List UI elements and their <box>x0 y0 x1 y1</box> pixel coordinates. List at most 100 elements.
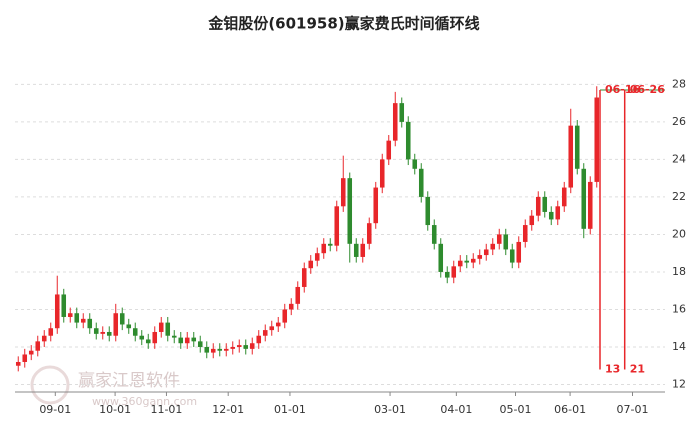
candle-body <box>126 324 132 329</box>
candle-body <box>431 225 437 244</box>
candle-body <box>373 187 379 224</box>
x-tick-label: 09-01 <box>39 403 71 416</box>
x-tick-label: 06-01 <box>554 403 586 416</box>
candle-body <box>204 346 210 353</box>
candle-body <box>230 346 236 349</box>
chart-title: 金钼股份(601958)赢家费氏时间循环线 <box>207 15 479 33</box>
y-tick-label: 18 <box>672 265 686 278</box>
candle-body <box>516 241 522 263</box>
y-tick-label: 26 <box>672 115 686 128</box>
candle-body <box>243 345 249 349</box>
candle-body <box>308 260 314 269</box>
candle-body <box>405 121 411 160</box>
candle-body <box>568 125 574 188</box>
candle-body <box>470 258 476 263</box>
candle-body <box>529 215 535 226</box>
candle-body <box>171 335 177 338</box>
candle-body <box>119 313 125 325</box>
candle-body <box>360 243 366 257</box>
x-tick-label: 11-01 <box>150 403 182 416</box>
candle-body <box>217 348 223 351</box>
candle-body <box>477 255 483 259</box>
candle-body <box>223 348 229 351</box>
candle-body <box>483 249 489 256</box>
candle-body <box>535 196 541 216</box>
candle-body <box>145 339 151 344</box>
candle-body <box>347 178 353 244</box>
candle-body <box>256 335 262 344</box>
watermark: 赢家江恩软件 <box>78 371 180 391</box>
candle-body <box>28 350 34 355</box>
candle-body <box>301 268 307 287</box>
candle-body <box>379 159 385 188</box>
candle-body <box>210 348 216 353</box>
candle-body <box>275 322 281 327</box>
candle-body <box>288 303 294 310</box>
candle-body <box>438 243 444 272</box>
candle-body <box>327 243 333 246</box>
candle-body <box>496 234 502 244</box>
y-tick-label: 12 <box>672 377 686 390</box>
y-tick-label: 22 <box>672 190 686 203</box>
candle-body <box>22 354 28 362</box>
x-tick-label: 01-01 <box>274 403 306 416</box>
candle-body <box>152 331 158 344</box>
candle-body <box>236 345 242 347</box>
x-tick-label: 05-01 <box>500 403 532 416</box>
x-tick-label: 10-01 <box>99 403 131 416</box>
candle-body <box>54 294 60 329</box>
y-tick-label: 20 <box>672 227 686 240</box>
candle-body <box>522 225 528 242</box>
candle-body <box>366 223 372 244</box>
x-tick-label: 07-01 <box>617 403 649 416</box>
candle-body <box>399 103 405 122</box>
cycle-date-label: 06-16 <box>605 83 641 96</box>
candle-body <box>594 97 600 182</box>
candle-body <box>444 271 450 278</box>
candle-body <box>464 260 470 263</box>
candle-body <box>15 361 21 366</box>
candle-body <box>113 313 119 336</box>
candle-body <box>581 168 587 229</box>
candle-body <box>490 243 496 250</box>
watermark-logo <box>30 365 70 405</box>
candle-body <box>67 313 73 317</box>
candle-body <box>392 103 398 141</box>
candle-body <box>314 253 320 261</box>
candle-body <box>574 125 580 169</box>
candle-body <box>425 196 431 226</box>
candle-body <box>184 337 190 344</box>
y-tick-label: 24 <box>672 152 686 165</box>
y-tick-label: 28 <box>672 77 686 90</box>
candle-body <box>106 331 112 336</box>
candle-body <box>548 211 554 220</box>
candle-body <box>334 206 340 246</box>
candle-body <box>87 318 93 329</box>
candle-body <box>197 341 203 347</box>
candle-body <box>321 243 327 254</box>
candle-body <box>542 196 548 212</box>
candle-body <box>418 168 424 197</box>
cycle-date-label: 06-26 <box>630 83 666 96</box>
candle-body <box>340 178 346 207</box>
cycle-count-label: 13 <box>605 362 620 375</box>
candle-body <box>262 330 268 336</box>
y-tick-label: 16 <box>672 302 686 315</box>
candle-body <box>509 249 515 263</box>
cycle-count-label: 21 <box>630 362 645 375</box>
candle-body <box>457 260 463 267</box>
candle-body <box>249 343 255 349</box>
candle-body <box>178 337 184 344</box>
candle-body <box>93 328 99 334</box>
candle-body <box>412 159 418 169</box>
candle-body <box>132 328 138 336</box>
candle-body <box>555 206 561 220</box>
candle-body <box>80 318 86 323</box>
candle-body <box>74 313 80 323</box>
candle-body <box>61 294 67 317</box>
candle-body <box>100 331 106 334</box>
watermark-url: www.360gann.com <box>92 395 197 408</box>
candle-body <box>503 234 509 250</box>
candle-body <box>41 335 47 342</box>
